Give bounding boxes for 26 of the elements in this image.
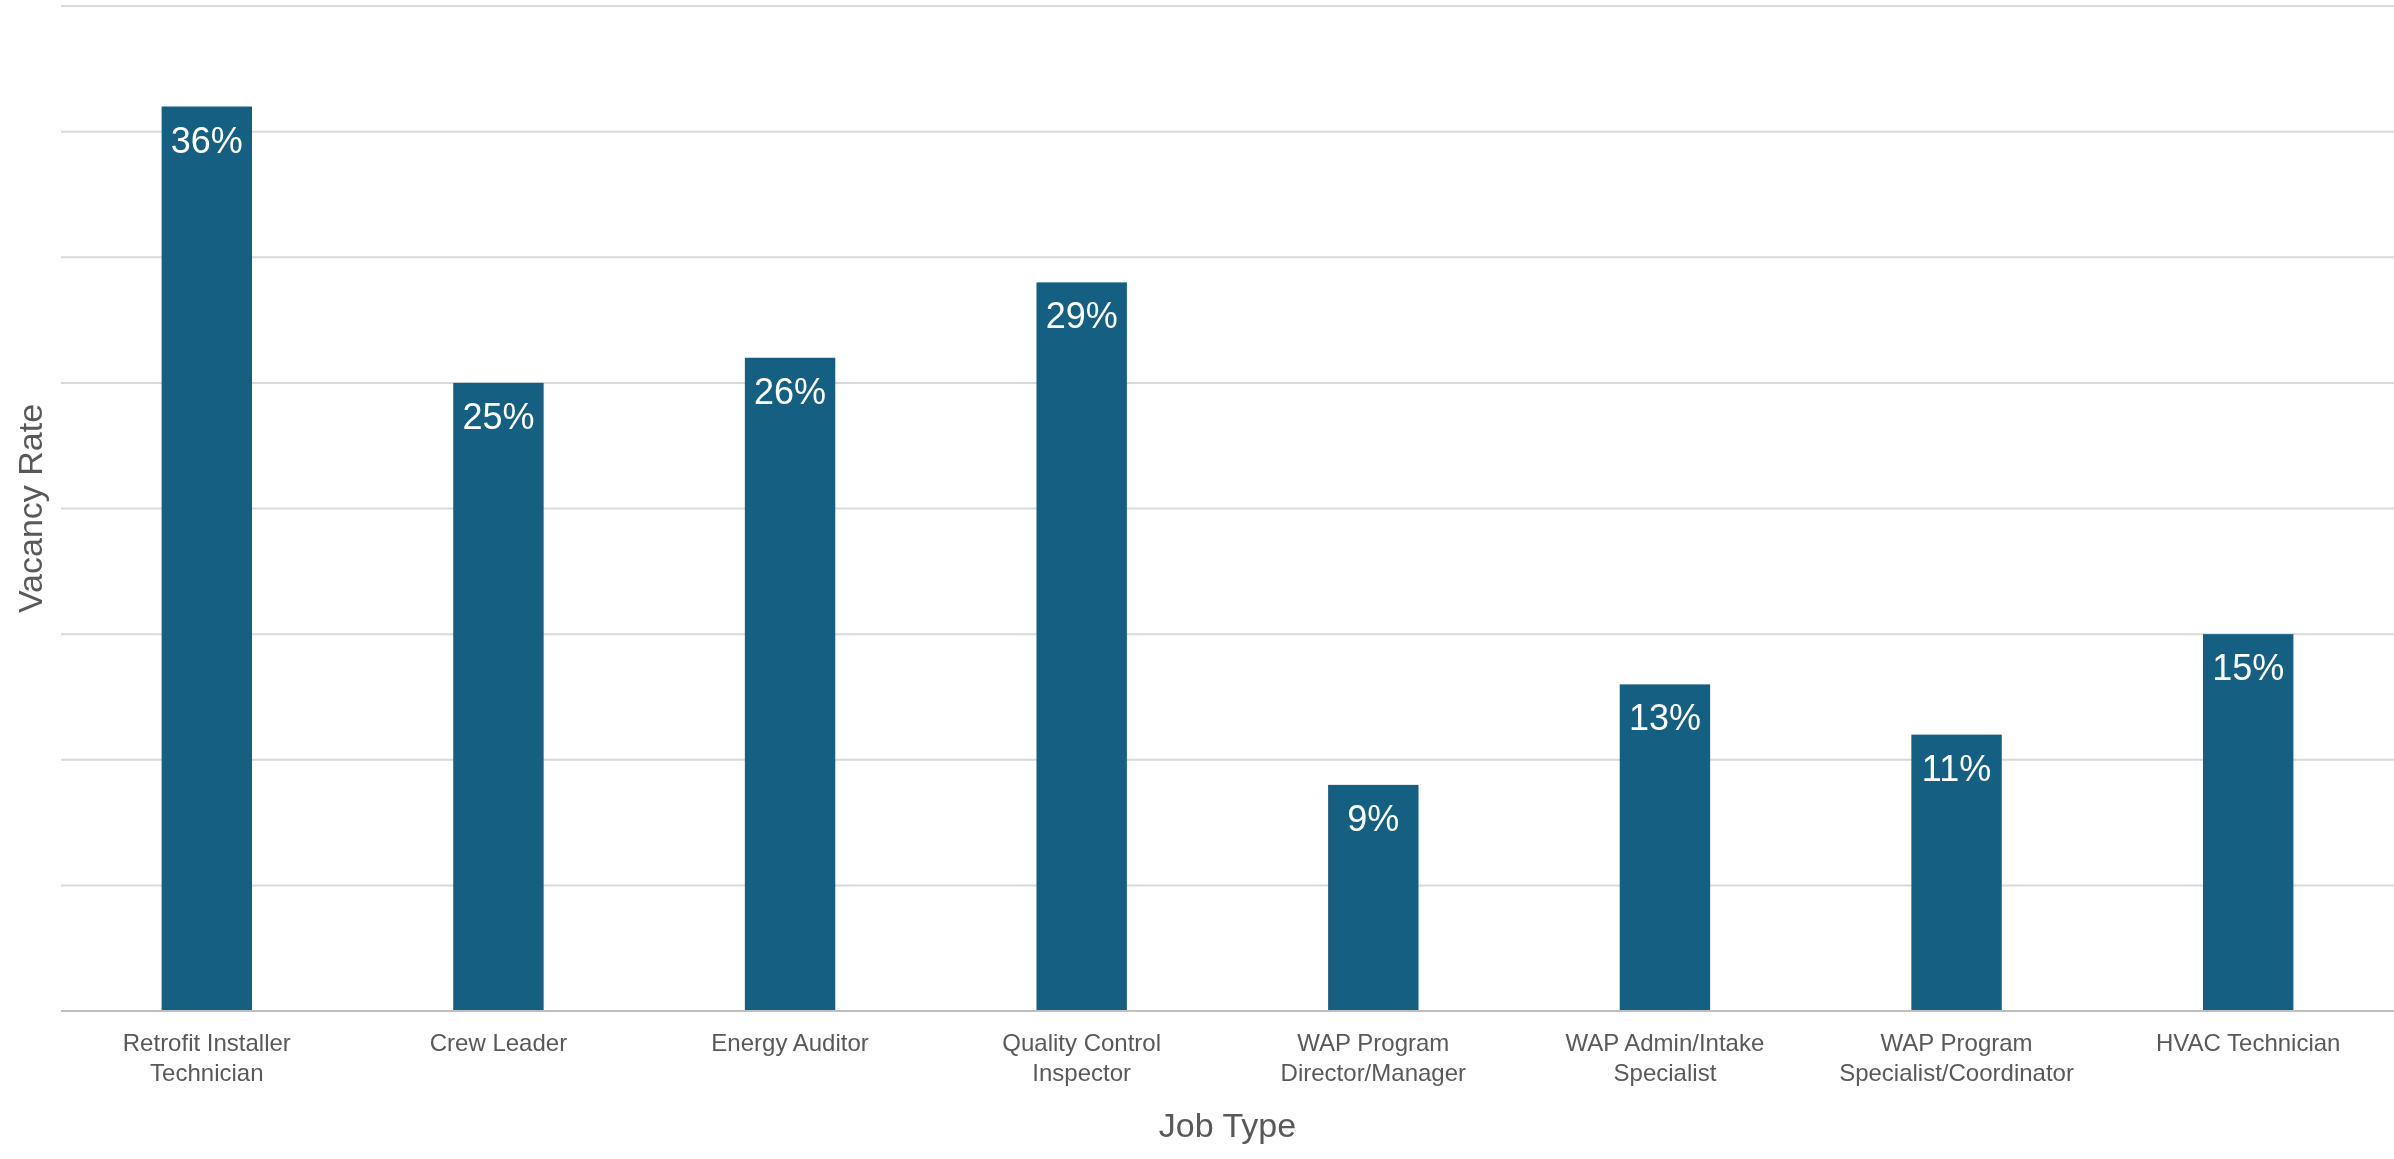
bar	[1911, 734, 2002, 1011]
x-tick-label: Energy Auditor	[711, 1029, 869, 1056]
y-axis-title: Vacancy Rate	[11, 403, 49, 614]
data-label: 29%	[1045, 295, 1118, 337]
x-tick-label: Retrofit Installer Technician	[122, 1029, 291, 1086]
bar	[744, 357, 836, 1011]
bar	[2202, 634, 2294, 1011]
x-tick-label: Crew Leader	[429, 1029, 568, 1056]
x-tick-label: WAP Admin/Intake Specialist	[1565, 1029, 1765, 1086]
data-label: 13%	[1628, 697, 1701, 739]
data-label: 9%	[1347, 797, 1400, 839]
data-label: 26%	[754, 370, 827, 412]
data-label: 36%	[170, 119, 243, 161]
data-label: 25%	[462, 395, 535, 437]
data-label: 15%	[2212, 647, 2285, 689]
bar	[1619, 684, 1711, 1011]
bar	[1328, 784, 1419, 1011]
data-label: 11%	[1921, 747, 1992, 789]
bar	[1036, 282, 1127, 1011]
x-axis-title: Job Type	[1158, 1106, 1297, 1144]
bar	[161, 106, 253, 1011]
x-tick-label: WAP Program Specialist/Coordinator	[1839, 1029, 2074, 1086]
x-tick-label: Quality Control Inspector	[1002, 1029, 1162, 1086]
x-tick-label: WAP Program Director/Manager	[1280, 1029, 1467, 1086]
bar	[453, 382, 544, 1011]
x-tick-label: HVAC Technician	[2155, 1029, 2341, 1056]
